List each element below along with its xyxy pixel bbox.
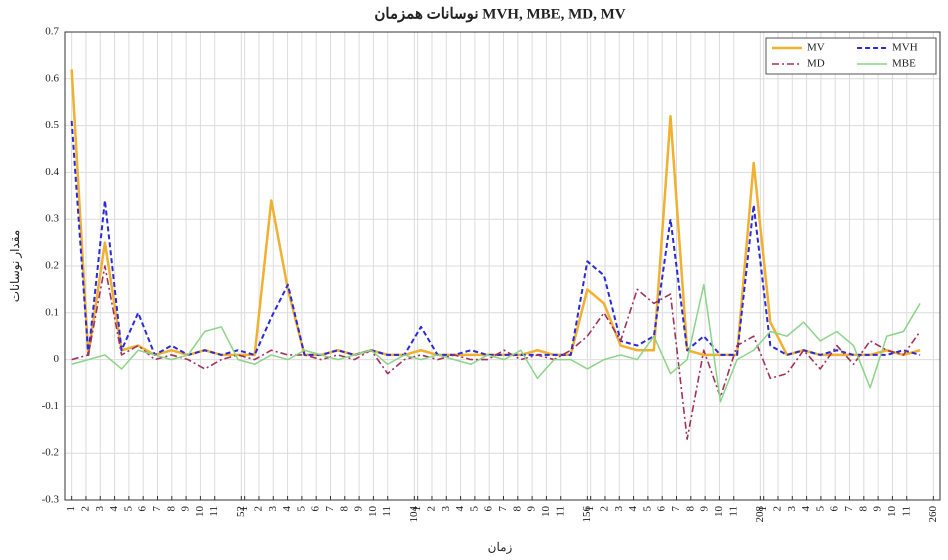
x-tick-label: 4 [627,506,639,512]
x-tick-label: 4 [281,506,293,512]
x-tick-label: 7 [497,506,509,512]
x-tick-label: 10 [713,506,725,518]
x-tick-label: 6 [483,506,495,512]
y-tick-label: 0.5 [45,119,59,131]
plot-frame [64,31,941,501]
x-tick-label: 208 [754,506,766,523]
legend-label: MD [807,58,825,70]
chart-title: نوسانات همزمان MVH, MBE, MD, MV [374,6,625,22]
y-tick-label: -0.2 [42,447,59,459]
x-tick-label: 1 [65,506,77,512]
x-tick-label: 8 [684,506,696,512]
x-tick-label: 9 [353,506,365,512]
y-axis-label: مقدار نوسانات [8,230,22,302]
x-axis-label: زمان [488,540,513,554]
x-tick-label: 6 [137,506,149,512]
x-tick-label: 2 [425,506,437,512]
x-tick-label: 104 [408,506,420,523]
y-tick-label: 0.2 [45,260,59,272]
x-tick-label: 6 [656,506,668,512]
x-tick-label: 8 [338,506,350,512]
x-tick-label: 260 [927,506,939,523]
x-tick-label: 4 [454,506,466,512]
y-tick-label: 0.3 [45,213,59,225]
legend-label: MV [807,42,825,54]
x-tick-label: 9 [699,506,711,512]
x-tick-label: 5 [295,506,307,512]
x-tick-label: 11 [554,506,566,517]
x-tick-label: 10 [886,506,898,518]
x-tick-label: 3 [94,506,106,512]
x-tick-label: 156 [581,506,593,523]
y-tick-label: 0.7 [45,26,59,38]
x-tick-label: 5 [468,506,480,512]
x-tick-label: 11 [727,506,739,517]
x-tick-label: 7 [670,506,682,512]
x-tick-label: 2 [599,506,611,512]
x-tick-label: 7 [151,506,163,512]
series-line [71,283,921,403]
y-tick-label: -0.1 [42,400,59,412]
x-tick-label: 9 [872,506,884,512]
series-line [71,265,921,440]
x-tick-label: 1 [238,506,250,512]
x-tick-label: 5 [641,506,653,512]
x-tick-label: 9 [526,506,538,512]
x-tick-label: 10 [367,506,379,518]
x-tick-label: 3 [786,506,798,512]
legend-box [765,37,937,75]
x-tick-label: 3 [267,506,279,512]
x-tick-label: 8 [165,506,177,512]
x-tick-label: 11 [208,506,220,517]
x-tick-label: 1 [584,506,596,512]
x-tick-label: 6 [310,506,322,512]
x-tick-label: 52 [235,506,247,517]
x-tick-label: 1 [757,506,769,512]
x-tick-label: 6 [829,506,841,512]
x-tick-label: 8 [511,506,523,512]
x-tick-label: 3 [440,506,452,512]
y-tick-label: 0.4 [45,166,59,178]
x-tick-label: 8 [857,506,869,512]
y-tick-label: 0.1 [45,306,59,318]
x-tick-label: 4 [108,506,120,512]
x-tick-label: 10 [540,506,552,518]
x-tick-label: 7 [324,506,336,512]
y-tick-label: 0.6 [45,72,59,84]
x-tick-label: 1 [411,506,423,512]
x-tick-label: 2 [252,506,264,512]
x-tick-label: 4 [800,506,812,512]
y-tick-label: -0.3 [42,494,60,506]
x-tick-label: 2 [79,506,91,512]
series-line [70,120,921,356]
x-tick-label: 2 [772,506,784,512]
x-tick-label: 5 [122,506,134,512]
x-tick-label: 5 [814,506,826,512]
x-tick-label: 11 [381,506,393,517]
legend-label: MBE [892,58,916,70]
x-tick-label: 9 [180,506,192,512]
x-tick-label: 10 [194,506,206,518]
x-tick-label: 7 [843,506,855,512]
x-tick-label: 11 [900,506,912,517]
y-tick-label: 0 [54,353,60,365]
legend-label: MVH [892,42,918,54]
x-tick-label: 3 [613,506,625,512]
